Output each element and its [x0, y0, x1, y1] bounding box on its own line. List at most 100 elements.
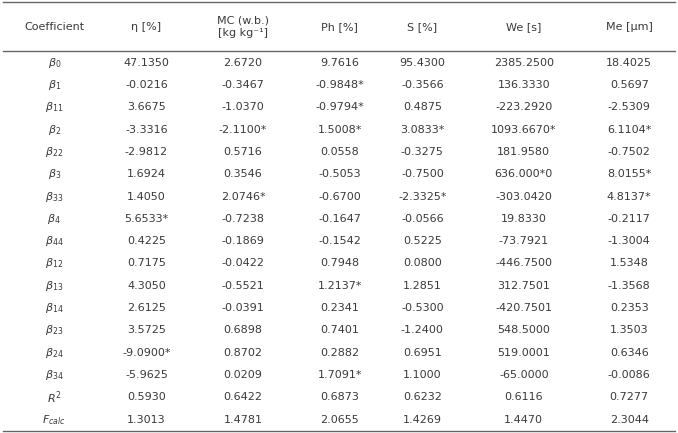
- Text: -0.1869: -0.1869: [222, 236, 264, 246]
- Text: 0.7948: 0.7948: [320, 259, 359, 268]
- Text: 181.9580: 181.9580: [497, 147, 551, 157]
- Text: -2.3325*: -2.3325*: [398, 191, 447, 201]
- Text: Ph [%]: Ph [%]: [321, 22, 358, 32]
- Text: 1.7091*: 1.7091*: [317, 370, 362, 380]
- Text: -0.7500: -0.7500: [401, 169, 443, 179]
- Text: -1.3568: -1.3568: [608, 281, 651, 291]
- Text: 0.3546: 0.3546: [224, 169, 262, 179]
- Text: $\beta_{14}$: $\beta_{14}$: [45, 301, 64, 315]
- Text: 2.0746*: 2.0746*: [221, 191, 265, 201]
- Text: 1.2851: 1.2851: [403, 281, 442, 291]
- Text: 95.4300: 95.4300: [399, 58, 445, 68]
- Text: -0.7238: -0.7238: [222, 214, 264, 224]
- Text: -2.9812: -2.9812: [125, 147, 168, 157]
- Text: 0.7175: 0.7175: [127, 259, 166, 268]
- Text: $\beta_{12}$: $\beta_{12}$: [45, 256, 63, 271]
- Text: 0.6232: 0.6232: [403, 392, 442, 402]
- Text: 0.6116: 0.6116: [504, 392, 543, 402]
- Text: 0.6346: 0.6346: [610, 348, 649, 358]
- Text: 0.5716: 0.5716: [224, 147, 262, 157]
- Text: 0.4875: 0.4875: [403, 102, 442, 112]
- Text: 0.2353: 0.2353: [610, 303, 649, 313]
- Text: -446.7500: -446.7500: [495, 259, 553, 268]
- Text: -0.3467: -0.3467: [222, 80, 264, 90]
- Text: 0.5225: 0.5225: [403, 236, 442, 246]
- Text: 3.6675: 3.6675: [127, 102, 166, 112]
- Text: 0.0209: 0.0209: [224, 370, 262, 380]
- Text: $\beta_{44}$: $\beta_{44}$: [45, 234, 64, 248]
- Text: 0.7401: 0.7401: [320, 326, 359, 336]
- Text: η [%]: η [%]: [132, 22, 161, 32]
- Text: -1.0370: -1.0370: [222, 102, 264, 112]
- Text: 9.7616: 9.7616: [320, 58, 359, 68]
- Text: 2.6720: 2.6720: [224, 58, 262, 68]
- Text: 1.1000: 1.1000: [403, 370, 441, 380]
- Text: -0.3275: -0.3275: [401, 147, 444, 157]
- Text: -0.5300: -0.5300: [401, 303, 443, 313]
- Text: 1.5008*: 1.5008*: [317, 125, 362, 135]
- Text: Coefficient: Coefficient: [24, 22, 84, 32]
- Text: -0.0422: -0.0422: [222, 259, 264, 268]
- Text: 0.5697: 0.5697: [610, 80, 649, 90]
- Text: -0.1542: -0.1542: [318, 236, 361, 246]
- Text: -0.9794*: -0.9794*: [315, 102, 364, 112]
- Text: -420.7501: -420.7501: [495, 303, 553, 313]
- Text: 0.2341: 0.2341: [320, 303, 359, 313]
- Text: $\beta_4$: $\beta_4$: [47, 212, 61, 226]
- Text: 2385.2500: 2385.2500: [494, 58, 554, 68]
- Text: -0.2117: -0.2117: [607, 214, 651, 224]
- Text: -65.0000: -65.0000: [499, 370, 549, 380]
- Text: 3.5725: 3.5725: [127, 326, 166, 336]
- Text: 0.7277: 0.7277: [610, 392, 649, 402]
- Text: $\beta_{33}$: $\beta_{33}$: [45, 190, 64, 204]
- Text: 1.3013: 1.3013: [127, 415, 166, 425]
- Text: Me [μm]: Me [μm]: [606, 22, 653, 32]
- Text: -1.2400: -1.2400: [401, 326, 444, 336]
- Text: 136.3330: 136.3330: [498, 80, 550, 90]
- Text: 312.7501: 312.7501: [498, 281, 551, 291]
- Text: -5.9625: -5.9625: [125, 370, 168, 380]
- Text: 1.4781: 1.4781: [224, 415, 262, 425]
- Text: -303.0420: -303.0420: [496, 191, 552, 201]
- Text: $\beta_2$: $\beta_2$: [47, 123, 61, 136]
- Text: 0.5930: 0.5930: [127, 392, 166, 402]
- Text: -1.3004: -1.3004: [608, 236, 651, 246]
- Text: 2.0655: 2.0655: [321, 415, 359, 425]
- Text: 548.5000: 548.5000: [498, 326, 551, 336]
- Text: 0.6873: 0.6873: [320, 392, 359, 402]
- Text: 4.3050: 4.3050: [127, 281, 166, 291]
- Text: 6.1104*: 6.1104*: [607, 125, 652, 135]
- Text: -73.7921: -73.7921: [499, 236, 549, 246]
- Text: $\beta_3$: $\beta_3$: [47, 167, 61, 181]
- Text: -0.0391: -0.0391: [222, 303, 264, 313]
- Text: -9.0900*: -9.0900*: [122, 348, 171, 358]
- Text: $\beta_{11}$: $\beta_{11}$: [45, 100, 64, 114]
- Text: 2.3044: 2.3044: [610, 415, 649, 425]
- Text: 0.4225: 0.4225: [127, 236, 166, 246]
- Text: -0.6700: -0.6700: [319, 191, 361, 201]
- Text: 2.6125: 2.6125: [127, 303, 166, 313]
- Text: 1.4470: 1.4470: [504, 415, 543, 425]
- Text: 1.4050: 1.4050: [127, 191, 166, 201]
- Text: -2.5309: -2.5309: [607, 102, 651, 112]
- Text: 0.0558: 0.0558: [321, 147, 359, 157]
- Text: $\beta_{34}$: $\beta_{34}$: [45, 368, 64, 382]
- Text: 1.2137*: 1.2137*: [317, 281, 362, 291]
- Text: 1.6924: 1.6924: [127, 169, 166, 179]
- Text: $\beta_1$: $\beta_1$: [47, 78, 61, 92]
- Text: 19.8330: 19.8330: [501, 214, 546, 224]
- Text: -2.1100*: -2.1100*: [219, 125, 267, 135]
- Text: -0.0216: -0.0216: [125, 80, 168, 90]
- Text: 3.0833*: 3.0833*: [400, 125, 445, 135]
- Text: -0.5521: -0.5521: [222, 281, 264, 291]
- Text: 1.5348: 1.5348: [610, 259, 649, 268]
- Text: -0.7502: -0.7502: [607, 147, 651, 157]
- Text: 636.000*0: 636.000*0: [495, 169, 553, 179]
- Text: $\beta_{24}$: $\beta_{24}$: [45, 346, 64, 360]
- Text: 1093.6670*: 1093.6670*: [491, 125, 557, 135]
- Text: $\beta_{23}$: $\beta_{23}$: [45, 323, 64, 337]
- Text: $F_{calc}$: $F_{calc}$: [43, 413, 66, 427]
- Text: 0.0800: 0.0800: [403, 259, 442, 268]
- Text: 0.6951: 0.6951: [403, 348, 442, 358]
- Text: $\beta_0$: $\beta_0$: [47, 55, 61, 70]
